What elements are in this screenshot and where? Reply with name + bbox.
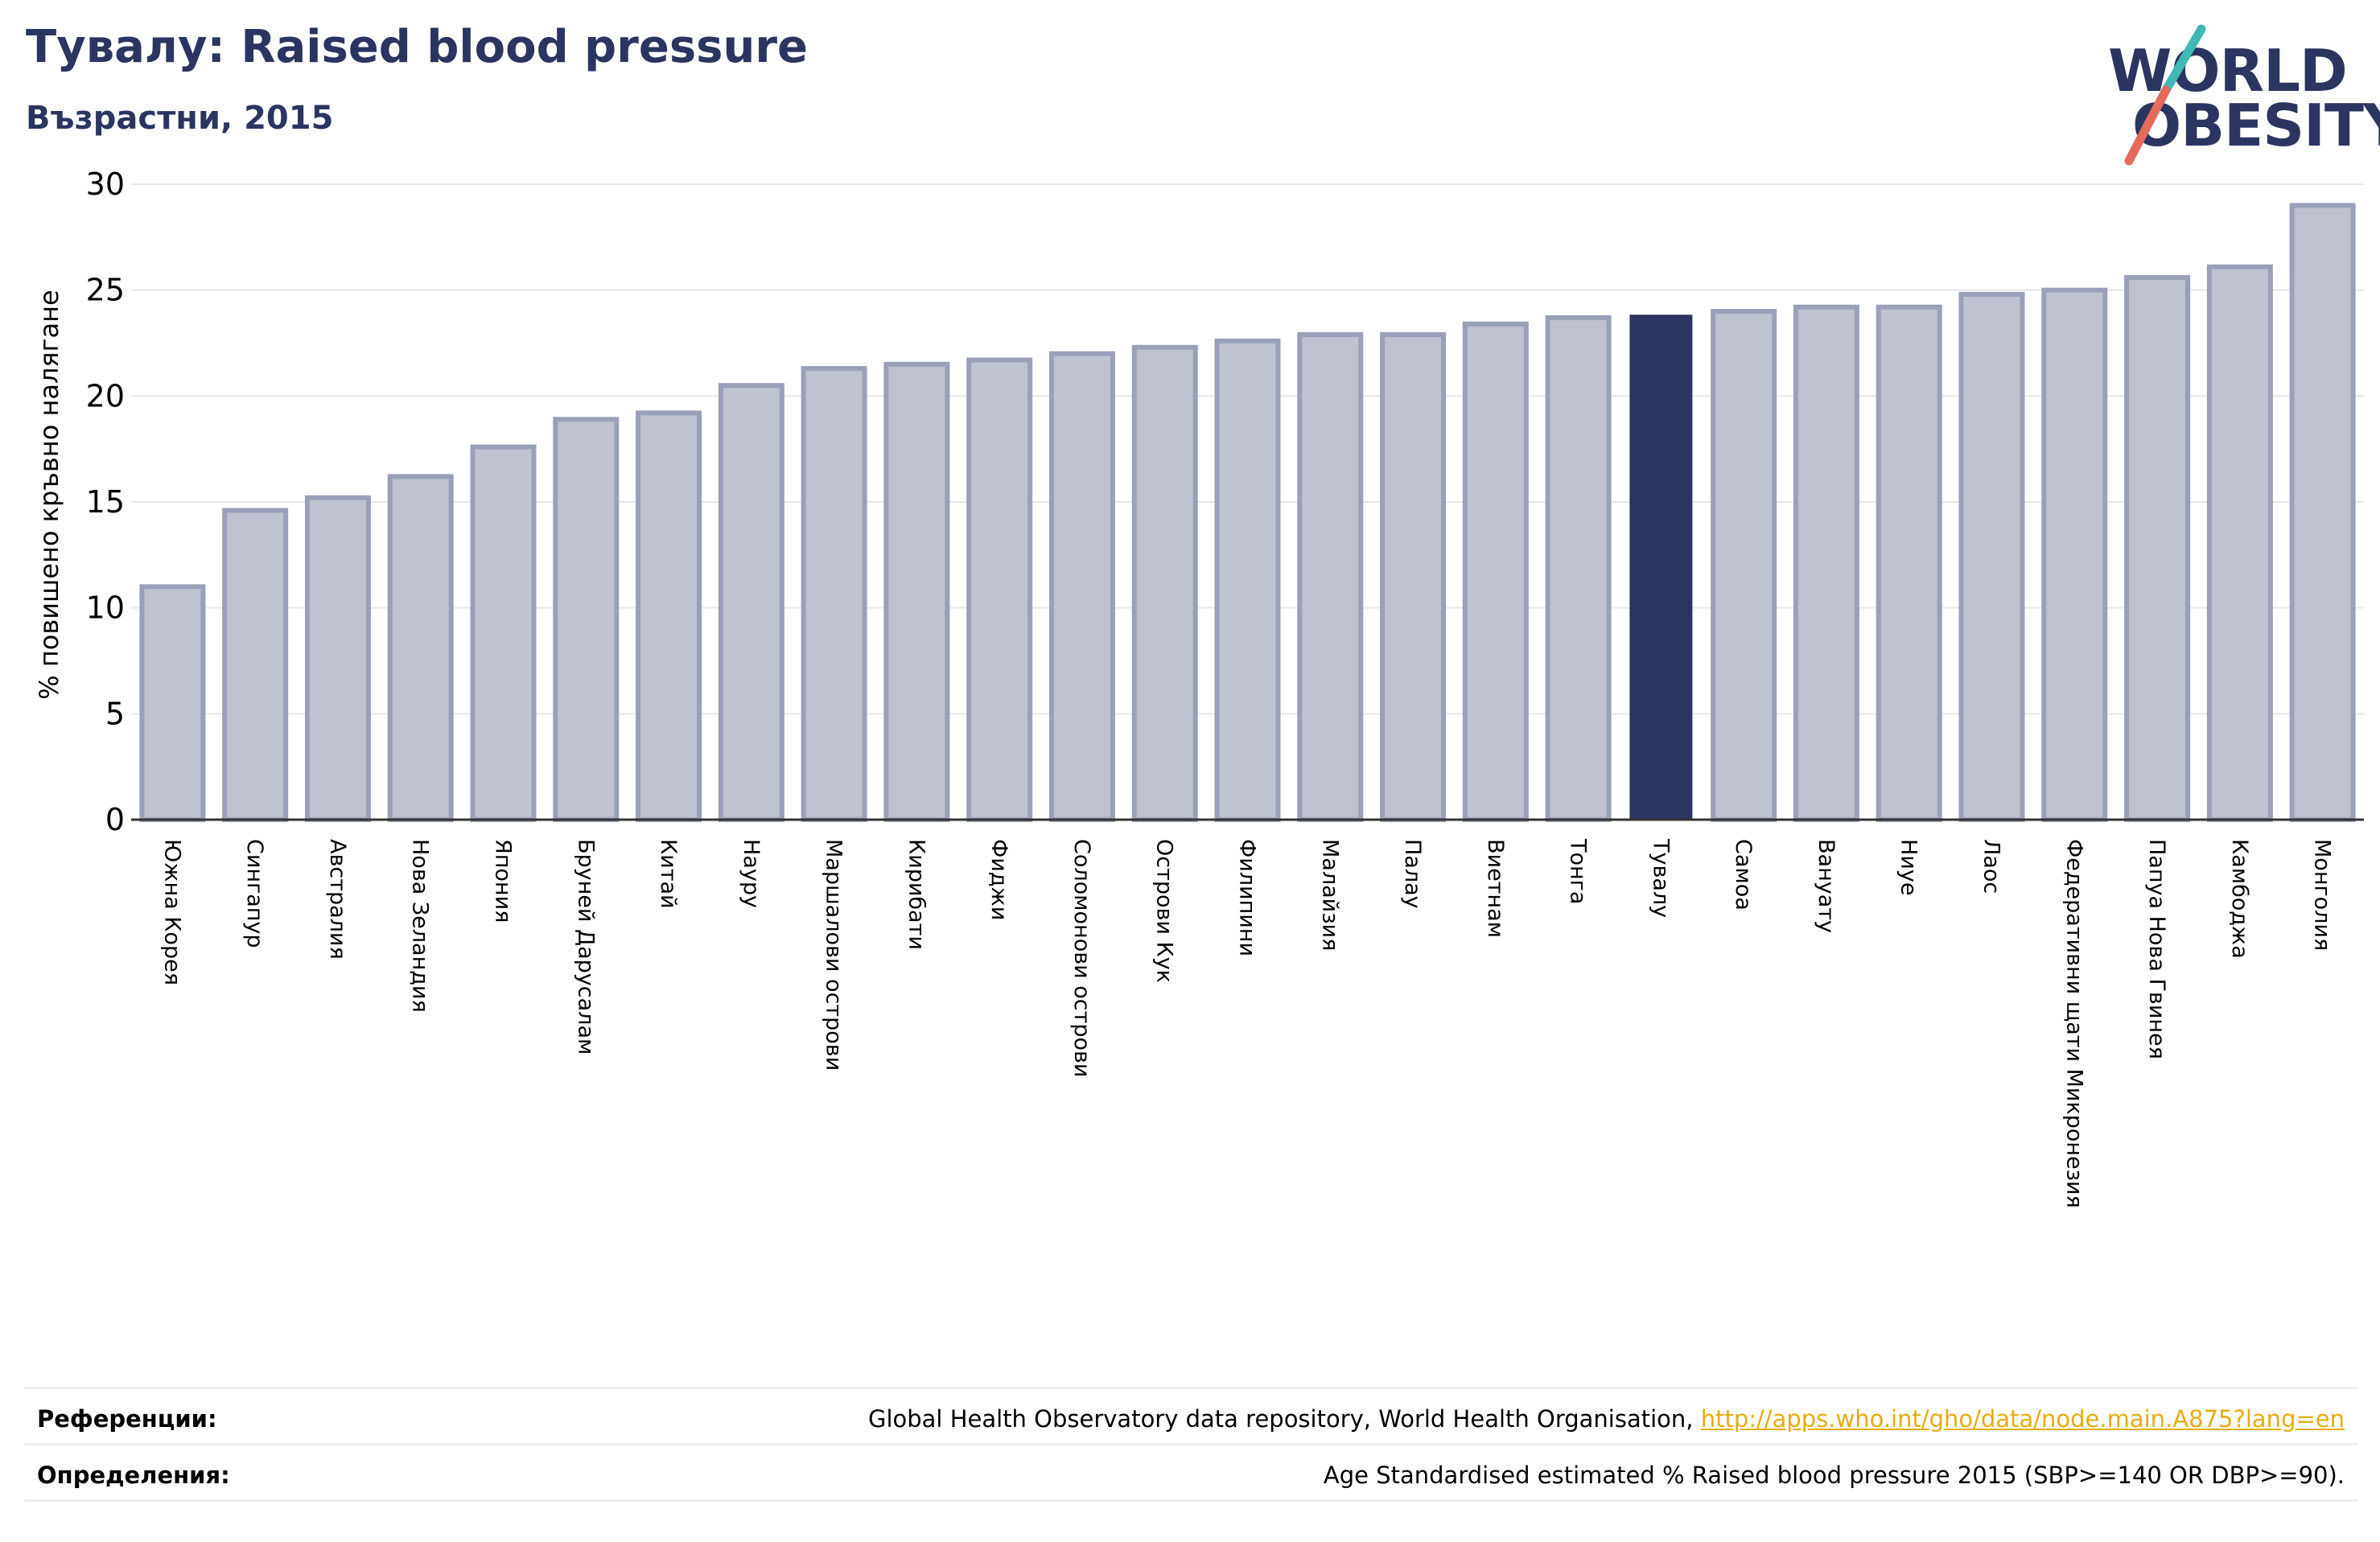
bar xyxy=(1793,304,1859,822)
world-obesity-logo: WORLD OBESITY xyxy=(2100,23,2380,167)
definitions-row: Определения: Age Standardised estimated … xyxy=(24,1443,2357,1502)
x-tick-label: Монголия xyxy=(2310,839,2335,951)
bar xyxy=(636,410,702,823)
footer-divider xyxy=(24,1499,2357,1502)
references-label: Референции: xyxy=(37,1405,217,1433)
y-tick-label: 0 xyxy=(105,802,125,837)
x-tick-label: Науру xyxy=(739,839,764,908)
definitions-text: Age Standardised estimated % Raised bloo… xyxy=(1323,1462,2345,1489)
x-tick-label: Камбоджа xyxy=(2227,839,2252,959)
x-tick-label: Нова Зеландия xyxy=(408,839,433,1013)
bar xyxy=(2041,287,2108,822)
bar xyxy=(1545,315,1612,822)
bar xyxy=(1958,291,2025,822)
x-tick-label: Южна Корея xyxy=(159,839,184,985)
x-tick-label: Бруней Дарусалам xyxy=(573,839,598,1055)
x-tick-label: Палау xyxy=(1400,839,1425,909)
x-tick-label: Лаос xyxy=(1979,839,2004,894)
x-tick-label: Тонга xyxy=(1566,838,1591,904)
y-tick-label: 25 xyxy=(86,273,125,308)
x-tick-label: Острови Кук xyxy=(1152,839,1177,983)
y-tick-label: 30 xyxy=(86,167,125,202)
bar xyxy=(2289,203,2356,823)
bar xyxy=(470,444,537,822)
x-tick-label: Папуа Нова Гвинея xyxy=(2144,839,2169,1059)
x-tick-label: Тувалу xyxy=(1648,838,1673,918)
x-tick-label: Япония xyxy=(491,839,516,923)
x-tick-label: Виетнам xyxy=(1483,839,1508,938)
bar xyxy=(718,383,784,822)
bar xyxy=(1048,351,1115,822)
x-tick-label: Австралия xyxy=(325,839,350,960)
x-tick-label: Ниуе xyxy=(1896,839,1921,895)
x-tick-label: Фиджи xyxy=(986,839,1011,920)
references-text: Global Health Observatory data repositor… xyxy=(867,1405,1694,1433)
x-tick-label: Китай xyxy=(656,839,681,909)
x-tick-label: Кирибати xyxy=(904,839,929,950)
references-row: Референции: Global Health Observatory da… xyxy=(24,1387,2357,1445)
x-tick-label: Маршалови острови xyxy=(821,839,846,1071)
references-link[interactable]: http://apps.who.int/gho/data/node.main.A… xyxy=(1700,1405,2345,1433)
bar xyxy=(1131,344,1198,822)
chart-title: Тувалу: Raised blood pressure xyxy=(26,21,808,73)
bar-highlight xyxy=(1629,315,1693,820)
x-tick-label: Соломонови острови xyxy=(1069,839,1094,1077)
x-tick-label: Самоа xyxy=(1731,839,1756,911)
bar xyxy=(1876,304,1942,822)
bar xyxy=(1462,321,1529,822)
y-tick-label: 5 xyxy=(105,696,125,731)
y-axis-label: % повишено кръвно налягане xyxy=(34,290,64,699)
bar xyxy=(1297,331,1364,822)
bar xyxy=(1711,309,1777,822)
bar xyxy=(1214,338,1281,823)
x-tick-label: Федеративни щати Микронезия xyxy=(2061,839,2086,1208)
bar xyxy=(1380,331,1447,822)
bar xyxy=(139,584,206,822)
chart-subtitle: Възрастни, 2015 xyxy=(26,100,334,137)
bar xyxy=(222,508,289,822)
references-value: Global Health Observatory data repositor… xyxy=(868,1405,2345,1433)
y-tick-label: 15 xyxy=(86,484,125,520)
bar xyxy=(966,357,1033,823)
bar-chart: 0 5 10 15 20 25 30 Южна Корея Сингапур Австралия Н… xyxy=(34,167,2364,1208)
x-tick-label: Сингапур xyxy=(242,839,267,948)
bar xyxy=(2124,274,2191,823)
x-tick-label: Вануату xyxy=(1814,839,1839,933)
bar xyxy=(304,495,371,822)
x-tick-label: Филипини xyxy=(1235,839,1260,956)
bar xyxy=(387,474,454,823)
bar xyxy=(2206,264,2273,822)
bar xyxy=(553,417,620,822)
bar xyxy=(883,361,950,823)
bar xyxy=(801,366,867,823)
y-tick-label: 20 xyxy=(86,378,125,413)
logo-slash-icon xyxy=(2124,24,2206,166)
logo-text-world: WORLD xyxy=(2108,37,2348,105)
y-tick-label: 10 xyxy=(86,590,125,626)
logo-text-obesity: OBESITY xyxy=(2132,92,2380,159)
definitions-label: Определения: xyxy=(37,1462,230,1489)
x-tick-label: Малайзия xyxy=(1317,839,1342,951)
